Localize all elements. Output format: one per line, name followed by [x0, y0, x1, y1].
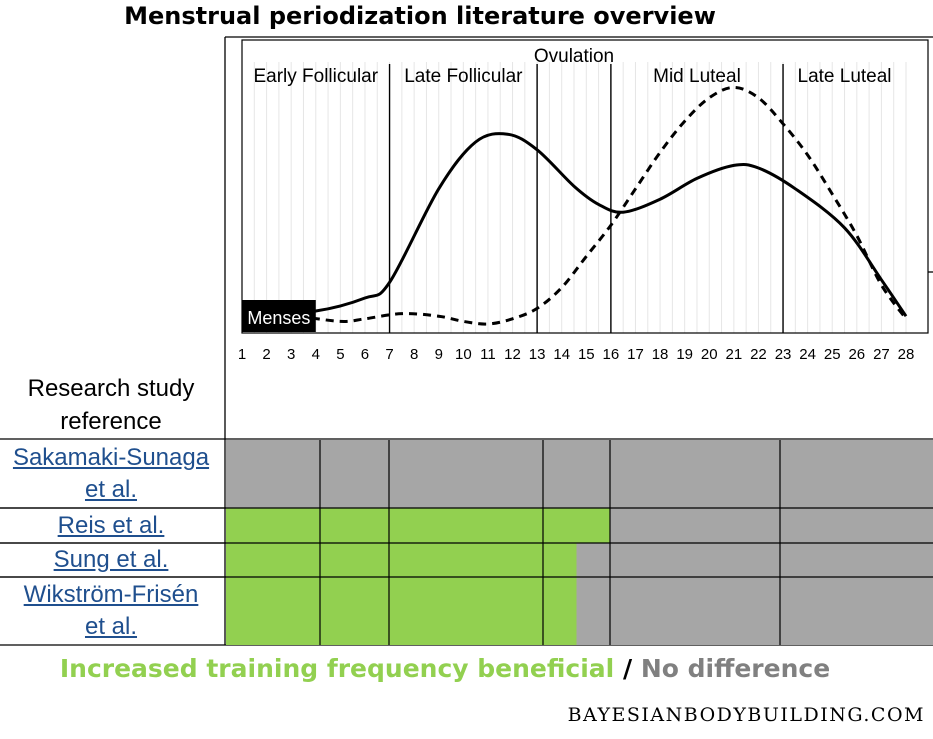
watermark: BAYESIANBODYBUILDING.COM: [567, 704, 925, 726]
research-header: Research study reference: [0, 372, 222, 438]
research-header-line2: reference: [60, 408, 162, 435]
legend-separator: /: [622, 654, 633, 683]
x-tick-label: 24: [799, 346, 816, 363]
x-tick-label: 7: [385, 346, 393, 363]
study-sung: Sung et al.: [0, 544, 222, 576]
series-line-dashed: [241, 85, 908, 326]
page-title: Menstrual periodization literature overv…: [124, 2, 716, 30]
plot-frame: [241, 39, 929, 334]
x-tick-label: 16: [603, 346, 620, 363]
cell-no-difference: [226, 440, 933, 508]
x-tick-label: 12: [504, 346, 521, 363]
x-tick-label: 21: [726, 346, 743, 363]
study-link-sakamaki[interactable]: Sakamaki-Sunaga et al.: [12, 444, 210, 503]
x-tick-label: 3: [287, 346, 295, 363]
x-tick-label: 8: [410, 346, 418, 363]
x-tick-label: 19: [676, 346, 693, 363]
x-tick-label: 2: [262, 346, 270, 363]
cell-beneficial: [226, 508, 610, 543]
x-tick-label: 14: [553, 346, 570, 363]
x-tick-label: 15: [578, 346, 595, 363]
research-header-line1: Research study: [27, 375, 195, 402]
x-tick-label: 26: [848, 346, 865, 363]
x-tick-label: 9: [435, 346, 443, 363]
menses-box: [242, 300, 316, 332]
x-tick-label: 22: [750, 346, 767, 363]
legend-beneficial: Increased training frequency beneficial: [59, 654, 615, 683]
x-tick-label: 17: [627, 346, 644, 363]
study-link-reis[interactable]: Reis et al.: [57, 511, 165, 539]
study-wikstrom: Wikström-Frisén et al.: [0, 578, 222, 644]
x-tick-label: 28: [898, 346, 915, 363]
x-tick-label: 13: [529, 346, 546, 363]
phase-label: Mid Luteal: [653, 66, 741, 87]
ovulation-label: Ovulation: [534, 46, 614, 67]
x-tick-label: 27: [873, 346, 890, 363]
menses-label: Menses: [247, 308, 310, 328]
cell-beneficial: [226, 543, 577, 577]
x-tick-label: 5: [336, 346, 344, 363]
x-tick-label: 10: [455, 346, 472, 363]
legend: Increased training frequency beneficial …: [0, 650, 890, 688]
x-tick-label: 25: [824, 346, 841, 363]
x-tick-label: 23: [775, 346, 792, 363]
x-tick-label: 1: [238, 346, 246, 363]
cell-beneficial: [226, 577, 577, 645]
phase-label: Late Follicular: [404, 66, 523, 87]
x-tick-label: 11: [480, 346, 496, 363]
phase-label: Late Luteal: [798, 66, 892, 87]
legend-no-difference: No difference: [640, 654, 831, 683]
series-line-solid: [241, 132, 908, 318]
x-tick-label: 18: [652, 346, 669, 363]
x-tick-label: 4: [312, 346, 320, 363]
x-tick-label: 20: [701, 346, 718, 363]
phase-label: Early Follicular: [253, 66, 378, 87]
study-reis: Reis et al.: [0, 509, 222, 542]
study-link-wikstrom[interactable]: Wikström-Frisén et al.: [23, 581, 199, 640]
study-link-sung[interactable]: Sung et al.: [53, 546, 169, 573]
x-tick-label: 6: [361, 346, 369, 363]
study-sakamaki: Sakamaki-Sunaga et al.: [0, 441, 222, 507]
